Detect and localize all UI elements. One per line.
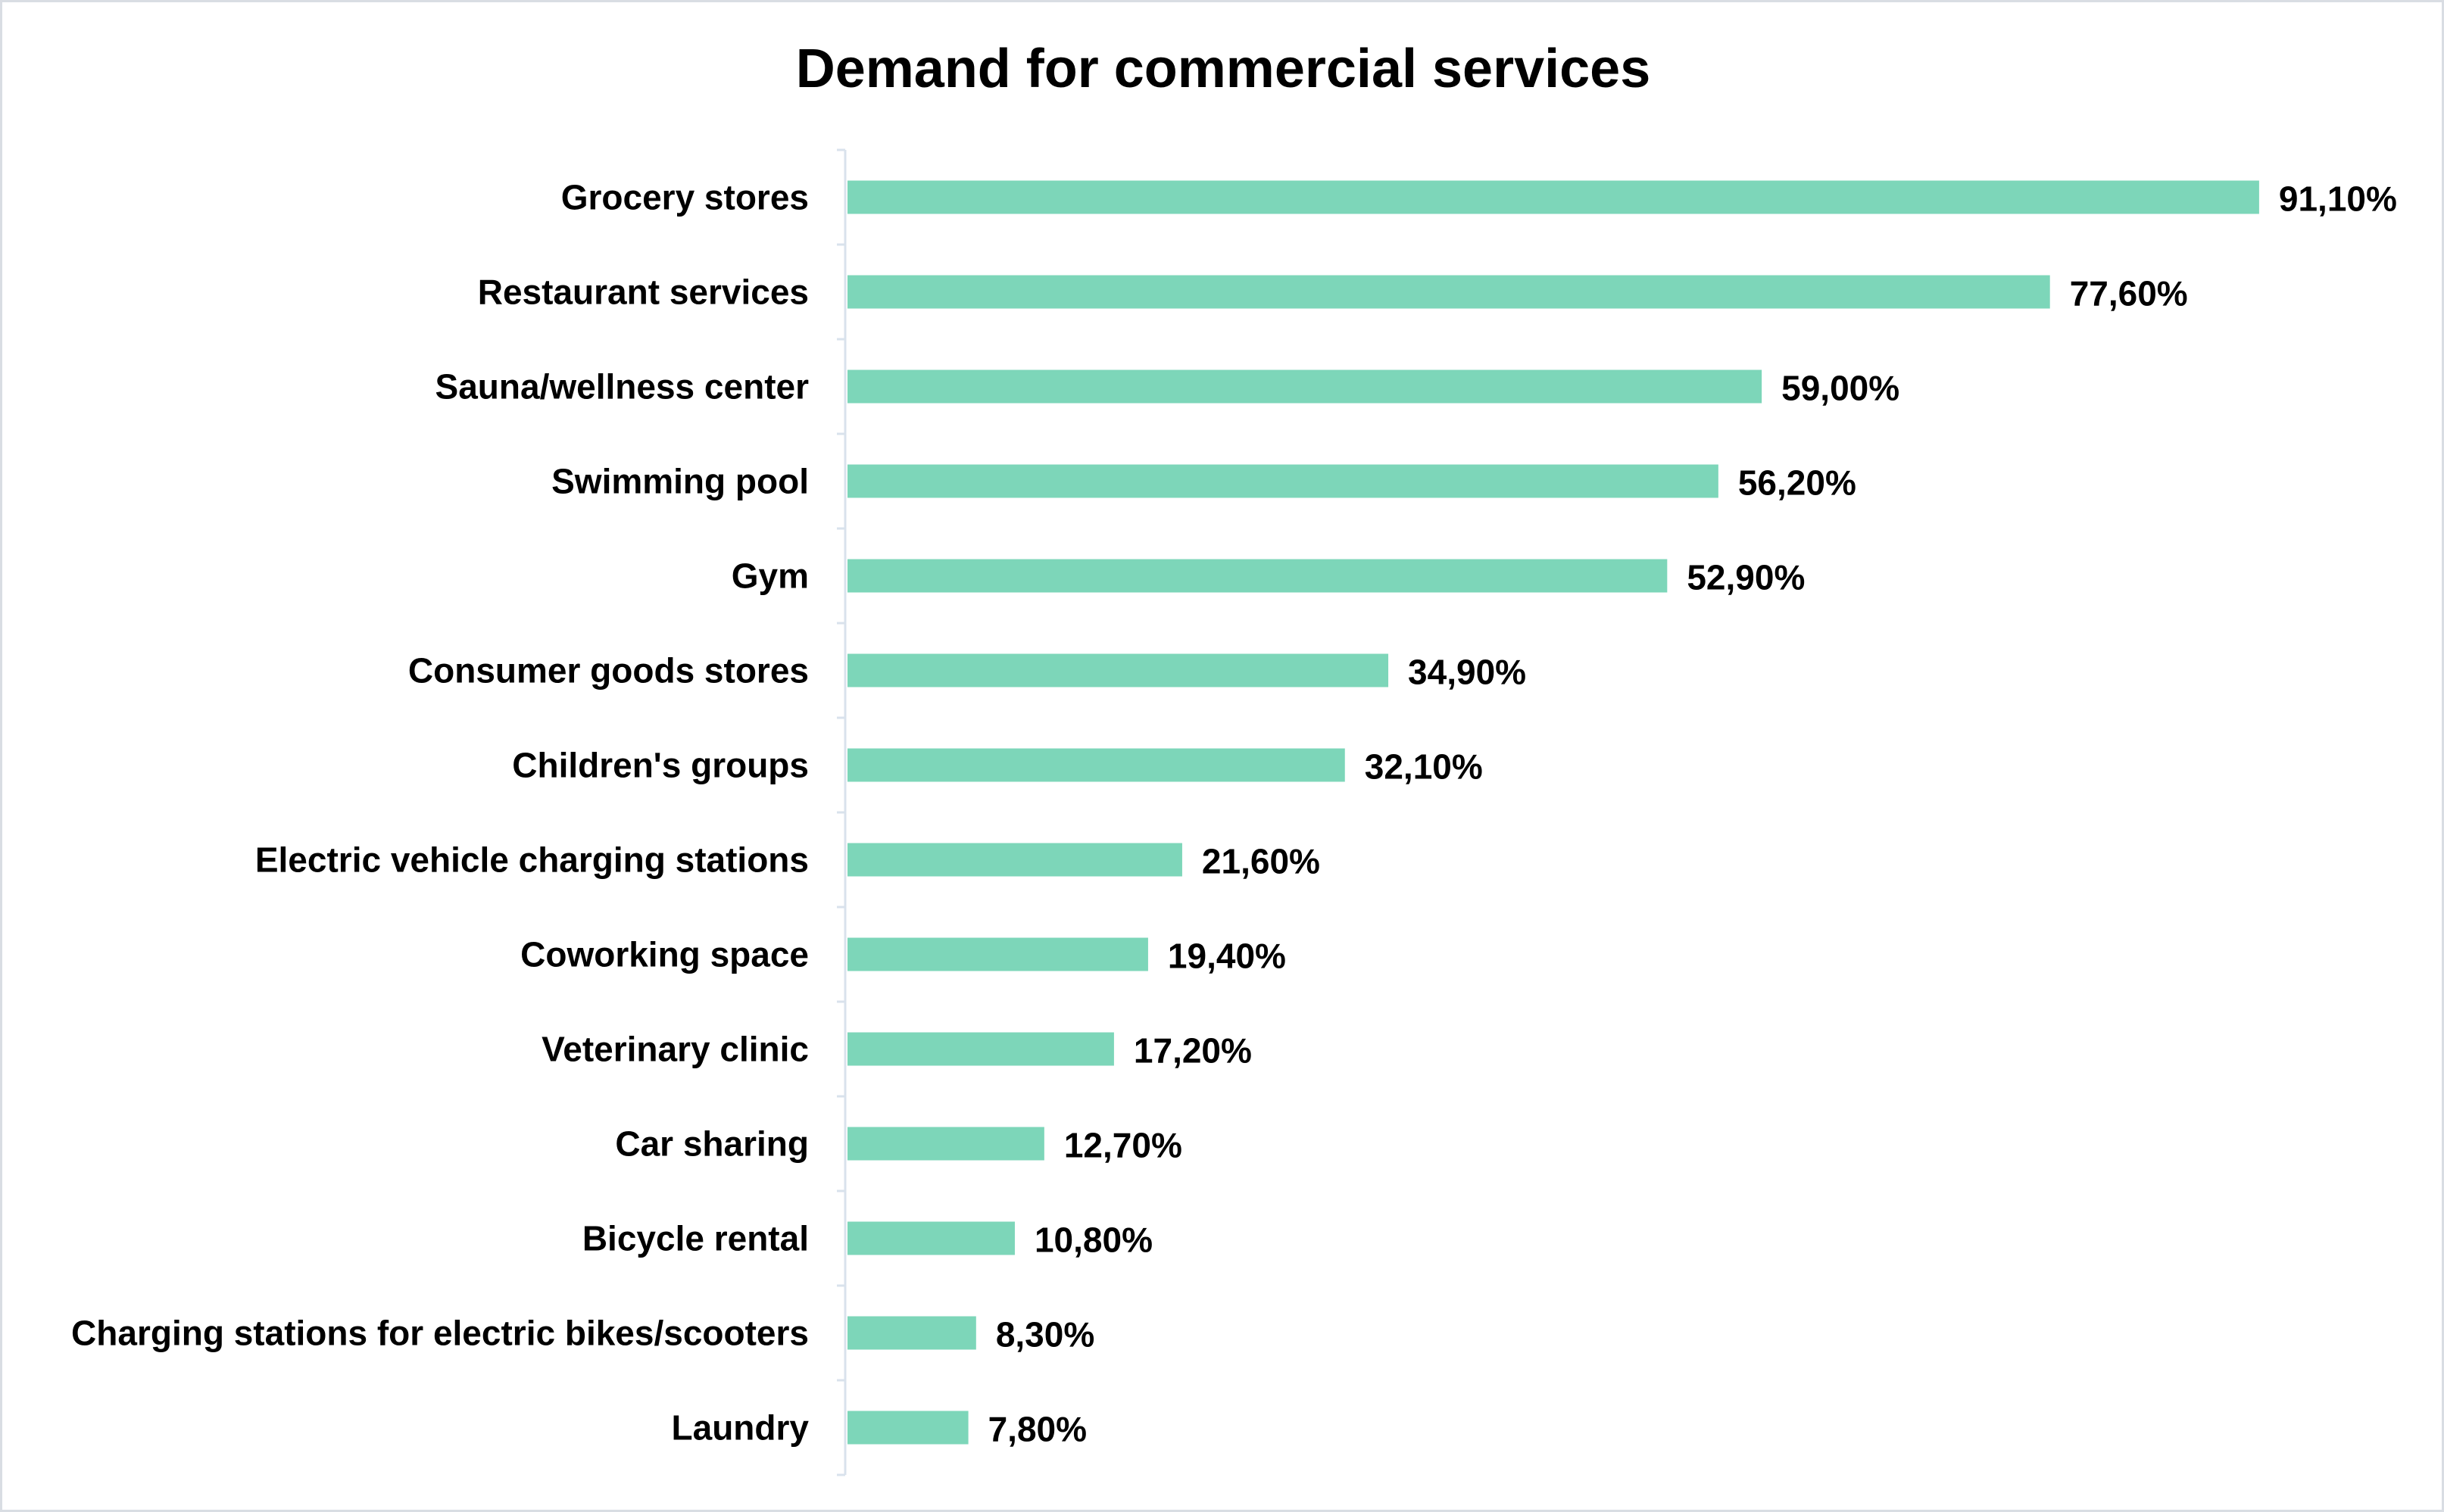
category-label: Swimming pool bbox=[551, 462, 809, 501]
value-label: 59,00% bbox=[1781, 369, 1899, 408]
bar bbox=[847, 1221, 1015, 1255]
category-label: Consumer goods stores bbox=[408, 651, 809, 691]
bars-group bbox=[847, 180, 2259, 1445]
value-label: 52,90% bbox=[1687, 558, 1805, 597]
bar bbox=[847, 1032, 1114, 1066]
category-label: Restaurant services bbox=[478, 273, 809, 312]
category-label: Bicycle rental bbox=[582, 1219, 809, 1258]
category-label: Electric vehicle charging stations bbox=[255, 840, 809, 880]
category-label: Gym bbox=[732, 556, 809, 596]
bar bbox=[847, 1411, 969, 1445]
bar bbox=[847, 1127, 1044, 1161]
value-label: 34,90% bbox=[1408, 653, 1526, 692]
value-label: 19,40% bbox=[1168, 937, 1286, 976]
category-labels: Grocery stores Restaurant services Sauna/w… bbox=[71, 178, 809, 1448]
bar bbox=[847, 1316, 976, 1350]
category-label: Car sharing bbox=[615, 1124, 809, 1164]
value-label: 21,60% bbox=[1202, 842, 1320, 881]
bar bbox=[847, 748, 1345, 782]
category-label: Sauna/wellness center bbox=[435, 367, 810, 407]
bar bbox=[847, 843, 1182, 877]
bar bbox=[847, 464, 1718, 498]
category-label: Laundry bbox=[672, 1408, 810, 1448]
value-label: 56,20% bbox=[1738, 463, 1856, 503]
value-label: 7,80% bbox=[988, 1410, 1087, 1449]
value-label: 8,30% bbox=[996, 1315, 1094, 1355]
bar bbox=[847, 559, 1668, 593]
category-label: Grocery stores bbox=[561, 178, 809, 217]
category-label: Veterinary clinic bbox=[542, 1030, 809, 1069]
bar bbox=[847, 937, 1148, 971]
value-label: 17,20% bbox=[1134, 1031, 1252, 1071]
bar bbox=[847, 180, 2259, 214]
value-label: 32,10% bbox=[1365, 747, 1483, 787]
value-label: 10,80% bbox=[1035, 1221, 1153, 1260]
value-label: 77,60% bbox=[2070, 274, 2188, 313]
value-labels: 91,10% 77,60% 59,00% 56,20% 52,90% 34,90% 32,1… bbox=[988, 179, 2397, 1449]
category-label: Charging stations for electric bikes/sco… bbox=[71, 1314, 809, 1353]
bar bbox=[847, 369, 1762, 404]
category-label: Coworking space bbox=[520, 935, 809, 974]
category-label: Children's groups bbox=[512, 746, 809, 785]
y-axis-ticks bbox=[837, 148, 845, 1476]
value-label: 12,70% bbox=[1064, 1126, 1182, 1165]
chart-title: Demand for commercial services bbox=[796, 39, 1651, 99]
bar bbox=[847, 275, 2050, 309]
bar bbox=[847, 653, 1389, 687]
value-label: 91,10% bbox=[2279, 179, 2397, 219]
